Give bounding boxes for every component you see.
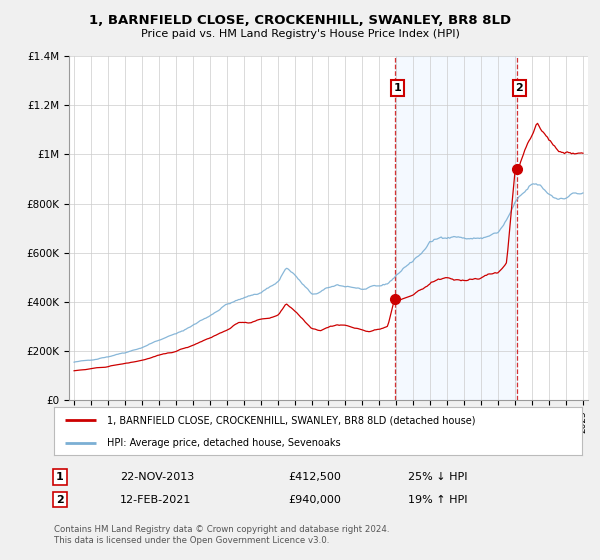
Text: £412,500: £412,500 — [288, 472, 341, 482]
Text: £940,000: £940,000 — [288, 494, 341, 505]
Text: HPI: Average price, detached house, Sevenoaks: HPI: Average price, detached house, Seve… — [107, 438, 340, 448]
Text: 1, BARNFIELD CLOSE, CROCKENHILL, SWANLEY, BR8 8LD (detached house): 1, BARNFIELD CLOSE, CROCKENHILL, SWANLEY… — [107, 416, 475, 426]
Text: Contains HM Land Registry data © Crown copyright and database right 2024.
This d: Contains HM Land Registry data © Crown c… — [54, 525, 389, 545]
Text: 25% ↓ HPI: 25% ↓ HPI — [408, 472, 467, 482]
Text: 1: 1 — [56, 472, 64, 482]
Text: 19% ↑ HPI: 19% ↑ HPI — [408, 494, 467, 505]
Text: 22-NOV-2013: 22-NOV-2013 — [120, 472, 194, 482]
Bar — [395, 56, 517, 400]
Text: Price paid vs. HM Land Registry's House Price Index (HPI): Price paid vs. HM Land Registry's House … — [140, 29, 460, 39]
Text: 1: 1 — [394, 83, 401, 93]
Text: 2: 2 — [515, 83, 523, 93]
Text: 2: 2 — [56, 494, 64, 505]
Text: 1, BARNFIELD CLOSE, CROCKENHILL, SWANLEY, BR8 8LD: 1, BARNFIELD CLOSE, CROCKENHILL, SWANLEY… — [89, 14, 511, 27]
Text: 12-FEB-2021: 12-FEB-2021 — [120, 494, 191, 505]
